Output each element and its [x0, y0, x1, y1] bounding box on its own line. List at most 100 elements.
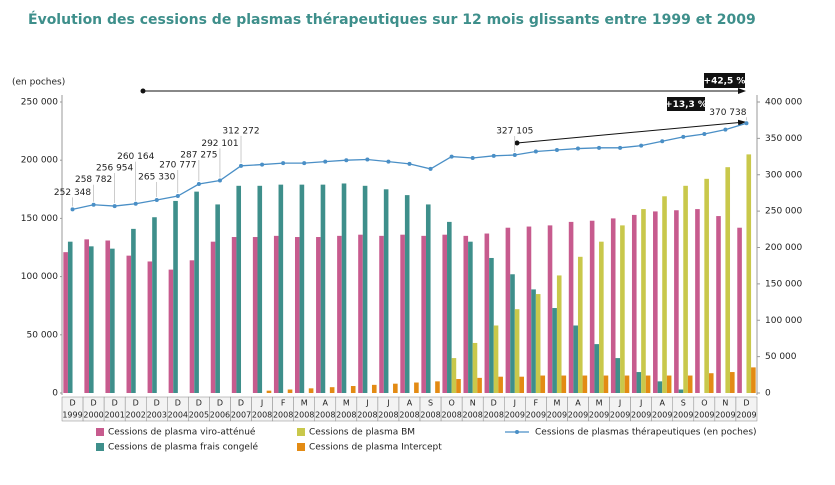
bar	[329, 387, 335, 393]
data-label: 292 101	[201, 139, 238, 149]
x-tick-label: A	[407, 399, 413, 408]
bar	[152, 217, 157, 393]
x-tick-label: 2009	[673, 411, 693, 420]
line-point	[344, 158, 349, 163]
bar	[730, 372, 735, 393]
bar	[468, 241, 473, 393]
line-point	[660, 139, 665, 144]
bar	[589, 220, 595, 393]
bar	[599, 241, 604, 393]
y2-tick-label: 150 000	[765, 279, 802, 289]
x-tick-label: 2008	[484, 411, 504, 420]
legend-swatch	[96, 428, 104, 436]
x-tick-label: 2008	[315, 411, 335, 420]
y2-tick-label: 50 000	[765, 352, 797, 362]
bar	[147, 261, 153, 393]
bar	[641, 209, 646, 393]
bar	[383, 189, 389, 393]
line-point	[449, 154, 454, 159]
x-tick-label: M	[301, 399, 308, 408]
bar	[514, 309, 520, 393]
bar	[210, 241, 216, 393]
y-tick-label: 250 000	[21, 98, 58, 108]
bar	[489, 257, 494, 393]
bar	[615, 358, 621, 393]
line-point	[70, 207, 75, 212]
x-tick-label: 2009	[715, 411, 735, 420]
bar	[540, 375, 546, 393]
x-tick-label: 2009	[652, 411, 672, 420]
y-axis-label: (en poches)	[12, 78, 65, 88]
bar	[287, 389, 293, 393]
x-tick-label: A	[575, 399, 581, 408]
bar	[252, 237, 258, 393]
line-point	[723, 127, 728, 132]
y2-tick-label: 400 000	[765, 98, 802, 108]
x-tick-label: O	[701, 399, 707, 408]
x-tick-label: J	[386, 399, 389, 408]
data-label: 312 272	[222, 126, 259, 136]
bar	[110, 248, 115, 393]
bar	[526, 226, 532, 393]
bar	[189, 260, 195, 393]
arrow	[516, 119, 746, 144]
data-label: 270 777	[159, 161, 196, 171]
bar	[194, 191, 199, 393]
x-tick-label: N	[722, 399, 728, 408]
line-point	[323, 159, 328, 164]
y-tick-label: 100 000	[21, 272, 58, 282]
x-tick-label: 2008	[252, 411, 272, 420]
line-point	[470, 156, 475, 161]
x-tick-label: A	[323, 399, 329, 408]
bar	[273, 235, 279, 393]
bar	[451, 358, 457, 393]
bar	[603, 375, 609, 393]
data-label: 256 954	[96, 164, 133, 174]
x-tick-label: 2004	[168, 411, 188, 420]
x-tick-label: D	[491, 399, 497, 408]
line-point	[533, 149, 538, 154]
bar	[126, 255, 132, 393]
bar	[577, 256, 583, 393]
bar	[414, 382, 419, 393]
bar	[299, 184, 305, 393]
bar	[266, 390, 272, 393]
bar	[358, 234, 363, 393]
legend-label: Cessions de plasma frais congelé	[108, 442, 258, 453]
annotation: +13,3 %	[665, 100, 707, 110]
annotation: +42,5 %	[704, 77, 746, 87]
x-tick-label: J	[639, 399, 642, 408]
bar	[751, 367, 756, 393]
bar	[653, 211, 658, 393]
x-tick-label: 2008	[273, 411, 293, 420]
y-tick-label: 0	[52, 389, 58, 399]
bar	[400, 234, 405, 393]
bar	[231, 237, 237, 393]
bar	[662, 196, 667, 393]
legend-label: Cessions de plasma Intercept	[309, 443, 442, 453]
line-point	[302, 161, 307, 166]
bar	[636, 372, 642, 393]
annotation-box	[704, 73, 745, 88]
x-tick-label: J	[365, 399, 368, 408]
bar	[88, 246, 94, 393]
x-tick-label: D	[217, 399, 223, 408]
x-tick-label: S	[428, 399, 433, 408]
x-tick-label: 2008	[441, 411, 461, 420]
data-label: 260 164	[117, 152, 154, 162]
bar	[425, 204, 431, 393]
x-tick-label: M	[553, 399, 560, 408]
line-point	[407, 161, 412, 166]
legend-label: Cessions de plasmas thérapeutiques (en p…	[535, 427, 757, 438]
bar	[657, 381, 663, 393]
line-point	[681, 134, 686, 139]
data-label: 370 738	[709, 108, 746, 118]
x-tick-label: A	[659, 399, 665, 408]
line-point	[491, 153, 496, 158]
x-tick-label: D	[112, 399, 118, 408]
x-tick-label: 2000	[83, 411, 103, 420]
legend-label: Cessions de plasma BM	[309, 428, 415, 438]
bar	[704, 178, 709, 393]
line-point	[217, 178, 222, 183]
legend-swatch	[96, 443, 104, 451]
